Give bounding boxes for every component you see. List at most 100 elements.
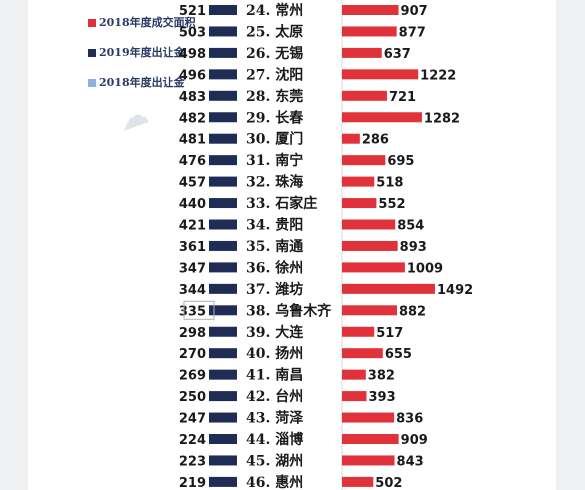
legend-label: 2018年度成交面积 [99,16,196,29]
left-value-label: 269 [179,369,206,384]
left-value-label: 247 [179,412,206,427]
legend-label: 2019年度出让金 [99,46,185,59]
left-bar [209,283,237,294]
left-value-label: 347 [179,261,206,276]
right-value-label: 1492 [437,283,473,298]
highlight-box [183,300,215,320]
category-label: 24. 常州 [246,2,303,19]
left-bar [209,455,237,466]
right-value-label: 393 [368,390,395,405]
category-label: 40. 扬州 [246,345,303,362]
category-label: 35. 南通 [246,238,303,255]
right-bar [342,155,386,166]
left-bar [209,476,237,487]
legend-swatch-light [88,79,96,87]
left-bar [209,198,237,209]
left-bar [209,176,237,187]
right-value-label: 843 [397,454,424,469]
right-value-label: 877 [399,25,426,40]
category-label: 36. 徐州 [246,259,303,276]
category-label: 25. 太原 [246,23,303,40]
right-bar [342,476,374,487]
left-bar [209,262,237,273]
legend-swatch-dark [88,49,96,57]
right-value-label: 286 [362,133,389,148]
right-bar [342,434,399,444]
category-label: 26. 无锡 [246,45,303,62]
category-label: 28. 东莞 [246,88,303,105]
right-bar [342,26,397,37]
right-value-label: 836 [396,412,423,427]
right-value-label: 909 [401,433,428,448]
right-bar [342,262,405,273]
right-bar [342,412,395,423]
left-bar [209,305,237,316]
category-label: 43. 菏泽 [246,410,303,427]
left-bar [209,90,237,101]
category-label: 38. 乌鲁木齐 [246,302,332,319]
left-value-label: 483 [179,90,206,105]
left-bar [209,69,237,80]
right-bar [342,283,435,294]
category-label: 41. 南昌 [246,367,303,384]
right-bar [342,69,419,80]
legend-item-sales-2019: 2019年度出让金 [88,44,185,60]
left-value-label: 498 [179,47,206,62]
right-bar [342,348,383,359]
category-label: 34. 贵阳 [246,217,303,234]
category-label: 30. 厦门 [246,131,303,148]
right-value-label: 695 [387,154,414,169]
category-label: 32. 珠海 [246,174,303,191]
category-label: 39. 大连 [246,324,304,341]
right-bar [342,90,387,101]
left-bar [209,112,237,123]
left-value-label: 481 [179,133,206,148]
legend-label: 2018年度出让金 [99,76,185,89]
right-value-label: 637 [384,47,411,62]
left-bar [209,133,237,144]
right-value-label: 882 [399,304,426,319]
left-bar [209,219,237,230]
right-bar [342,47,382,58]
left-bar [209,348,237,359]
left-bar [209,412,237,423]
right-bar [342,455,395,466]
chart-card: ☁ 2018年度成交面积 2019年度出让金 2018年度出让金 521 24. … [28,0,556,490]
left-value-label: 335 [179,304,206,319]
category-label: 33. 石家庄 [246,195,317,212]
left-value-label: 344 [179,283,206,298]
right-value-label: 518 [376,176,403,191]
left-bar [209,5,237,15]
left-value-label: 361 [179,240,206,255]
left-bar [209,369,237,380]
right-bar [342,176,375,187]
left-value-label: 270 [179,347,206,362]
right-bar [342,369,366,380]
category-label: 37. 潍坊 [246,281,303,298]
category-label: 46. 惠州 [246,474,303,490]
left-bar [209,434,237,444]
right-value-label: 854 [397,219,424,234]
right-value-label: 1009 [407,261,443,276]
right-bar [342,112,422,123]
left-value-label: 457 [179,176,206,191]
right-value-label: 907 [401,4,428,19]
category-label: 45. 湖州 [246,453,303,469]
left-bar [209,26,237,37]
left-value-label: 298 [179,326,206,341]
left-value-label: 224 [179,433,206,448]
right-value-label: 502 [375,476,402,490]
right-value-label: 893 [400,240,427,255]
left-bar [209,47,237,58]
category-label: 42. 台州 [246,388,303,405]
category-label: 31. 南宁 [246,152,303,169]
right-bar [342,133,360,144]
left-value-label: 482 [179,111,206,126]
right-value-label: 382 [368,369,395,384]
left-value-label: 219 [179,476,206,490]
right-bar [342,305,397,316]
right-value-label: 1282 [424,111,460,126]
right-bar [342,326,375,337]
category-label: 44. 淄博 [246,431,303,448]
left-value-label: 421 [179,219,206,234]
